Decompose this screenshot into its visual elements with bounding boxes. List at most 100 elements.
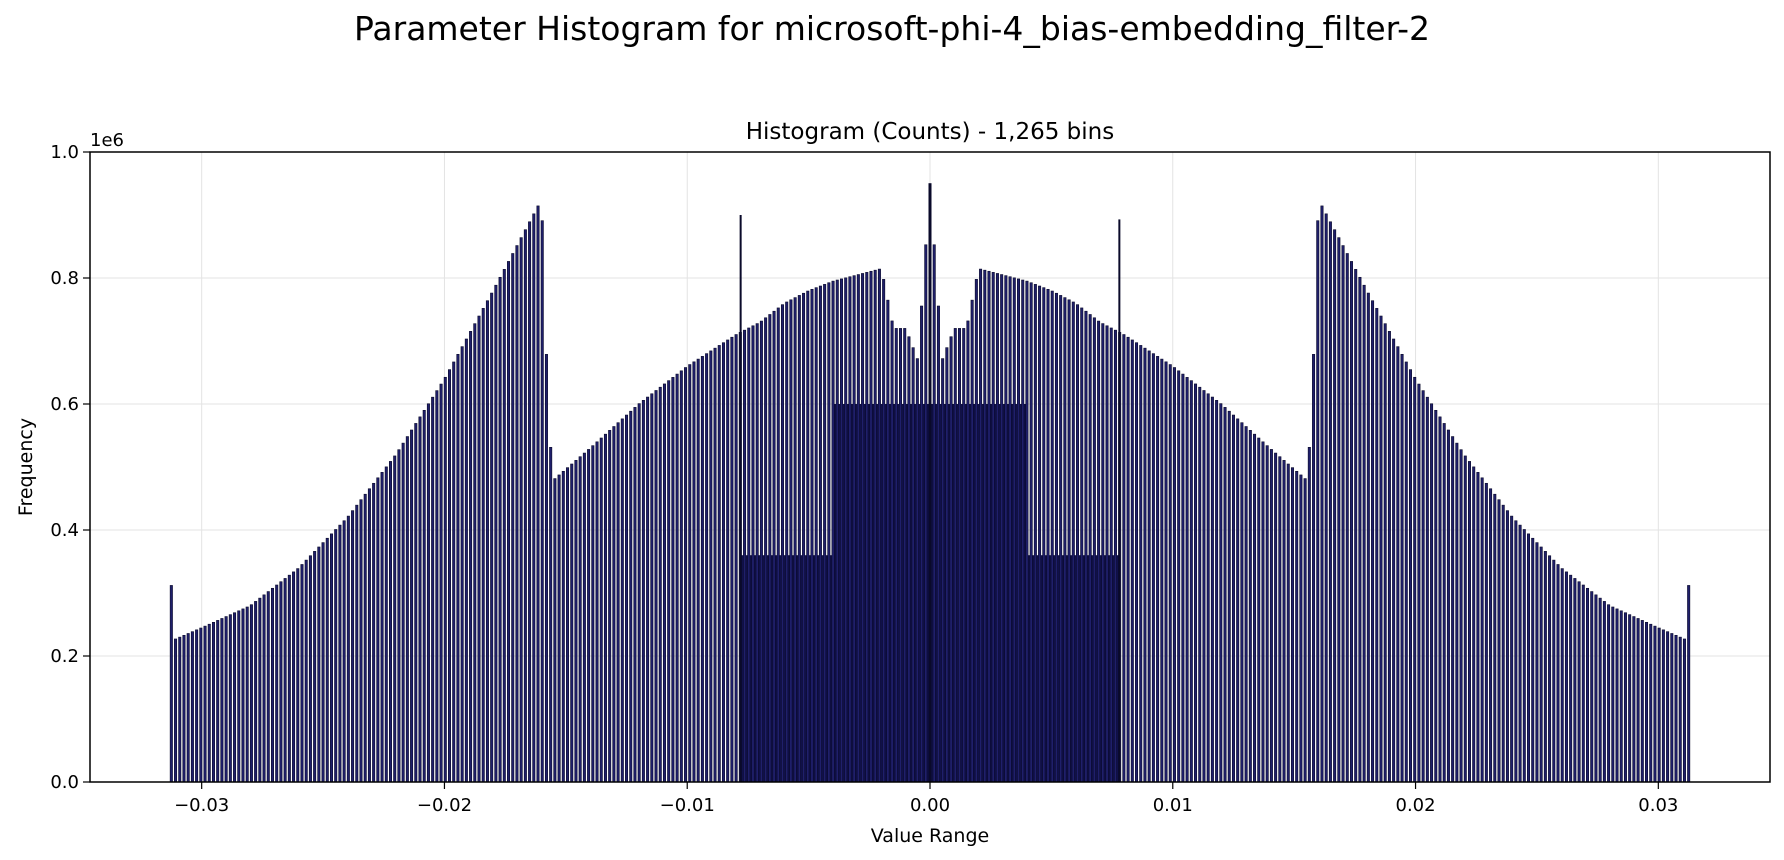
histogram-bar bbox=[1404, 361, 1408, 783]
histogram-bar bbox=[616, 422, 620, 783]
histogram-bar bbox=[1451, 436, 1455, 783]
histogram-bar bbox=[1442, 423, 1446, 783]
histogram-bar bbox=[1602, 601, 1606, 783]
histogram-bar bbox=[852, 275, 856, 783]
histogram-bar bbox=[827, 282, 831, 783]
histogram-bar bbox=[195, 629, 199, 783]
histogram-bar bbox=[1050, 290, 1054, 783]
histogram-bar bbox=[806, 290, 810, 783]
histogram-bar bbox=[1046, 288, 1050, 783]
histogram-bar bbox=[485, 300, 489, 783]
histogram-bar bbox=[1012, 277, 1016, 783]
histogram-bar bbox=[528, 221, 532, 783]
histogram-bar bbox=[1236, 418, 1240, 783]
histogram-bar bbox=[1198, 386, 1202, 783]
histogram-bar bbox=[1177, 370, 1181, 783]
histogram-bar bbox=[920, 305, 924, 783]
histogram-bar bbox=[338, 524, 342, 783]
y-axis-label: Frequency bbox=[15, 418, 37, 516]
histogram-bar bbox=[178, 636, 182, 783]
histogram-bar bbox=[397, 449, 401, 783]
histogram-bar bbox=[1076, 304, 1080, 783]
histogram-bar bbox=[1421, 390, 1425, 783]
histogram-bar bbox=[1341, 245, 1345, 783]
histogram-bar bbox=[557, 474, 561, 783]
histogram-bar bbox=[915, 358, 919, 783]
y-tick-label: 0.0 bbox=[50, 772, 79, 793]
histogram-bar bbox=[1628, 614, 1632, 783]
histogram-bar bbox=[1594, 594, 1598, 783]
histogram-bar bbox=[1586, 587, 1590, 783]
histogram-bar bbox=[1122, 334, 1126, 783]
x-tick-label: −0.01 bbox=[660, 795, 715, 816]
x-tick-label: −0.02 bbox=[417, 795, 472, 816]
histogram-bar bbox=[936, 305, 940, 783]
histogram-bar bbox=[481, 308, 485, 783]
histogram-bar bbox=[448, 369, 452, 783]
histogram-bar bbox=[1038, 285, 1042, 783]
histogram-bar bbox=[747, 327, 751, 783]
histogram-bar bbox=[393, 455, 397, 783]
histogram-bar bbox=[861, 273, 865, 783]
histogram-bar bbox=[684, 367, 688, 783]
histogram-bar bbox=[1383, 323, 1387, 783]
histogram-bar bbox=[802, 292, 806, 783]
histogram-bar bbox=[1160, 358, 1164, 783]
histogram-bar bbox=[190, 631, 194, 783]
histogram-bar bbox=[473, 323, 477, 783]
histogram-bar bbox=[1033, 284, 1037, 783]
histogram-bar bbox=[1413, 376, 1417, 783]
x-tick-label: 0.03 bbox=[1638, 795, 1678, 816]
histogram-bar bbox=[1206, 393, 1210, 783]
histogram-bar bbox=[241, 608, 245, 783]
histogram-bar bbox=[199, 627, 203, 783]
histogram-bar bbox=[1248, 430, 1252, 783]
histogram-bar bbox=[755, 323, 759, 783]
histogram-bar bbox=[734, 334, 738, 783]
histogram-bar bbox=[342, 520, 346, 783]
histogram-bar bbox=[654, 390, 658, 783]
histogram-bar bbox=[856, 274, 860, 783]
histogram-bars bbox=[169, 183, 1691, 783]
histogram-bar bbox=[1645, 621, 1649, 783]
histogram-bar bbox=[1080, 307, 1084, 783]
histogram-bar bbox=[443, 376, 447, 783]
histogram-bar bbox=[882, 279, 886, 783]
histogram-bar bbox=[511, 253, 515, 783]
histogram-bar bbox=[974, 279, 978, 783]
x-axis-label: Value Range bbox=[871, 825, 989, 847]
x-tick-label: 0.01 bbox=[1153, 795, 1193, 816]
histogram-bar bbox=[1573, 578, 1577, 783]
histogram-bar bbox=[633, 407, 637, 783]
histogram-bar bbox=[296, 568, 300, 783]
histogram-bar bbox=[211, 621, 215, 783]
histogram-bar bbox=[262, 594, 266, 783]
histogram-bar bbox=[1607, 604, 1611, 783]
histogram-bar bbox=[401, 442, 405, 783]
y-axis-ticks: 0.0 0.2 0.4 0.6 0.8 1.0 bbox=[50, 142, 90, 793]
histogram-bar bbox=[671, 377, 675, 783]
histogram-bar bbox=[1215, 400, 1219, 783]
histogram-bar bbox=[1531, 537, 1535, 783]
histogram-bar bbox=[279, 581, 283, 783]
histogram-bar bbox=[991, 272, 995, 783]
spike-bar bbox=[929, 183, 931, 782]
histogram-bar bbox=[650, 393, 654, 783]
histogram-bar bbox=[696, 358, 700, 783]
histogram-bar bbox=[1666, 631, 1670, 783]
histogram-bar bbox=[245, 606, 249, 783]
histogram-bar bbox=[924, 244, 928, 783]
histogram-bar bbox=[367, 488, 371, 783]
histogram-bar bbox=[1535, 542, 1539, 783]
histogram-bar bbox=[679, 370, 683, 783]
histogram-bar bbox=[1067, 299, 1071, 783]
histogram-bar bbox=[1375, 308, 1379, 783]
histogram-bar bbox=[464, 338, 468, 783]
histogram-bar bbox=[460, 346, 464, 783]
histogram-bar bbox=[1109, 327, 1113, 783]
histogram-bar bbox=[1392, 338, 1396, 783]
histogram-bar bbox=[435, 390, 439, 783]
histogram-bar bbox=[249, 604, 253, 783]
histogram-bar bbox=[502, 269, 506, 783]
histogram-bar bbox=[1156, 356, 1160, 783]
